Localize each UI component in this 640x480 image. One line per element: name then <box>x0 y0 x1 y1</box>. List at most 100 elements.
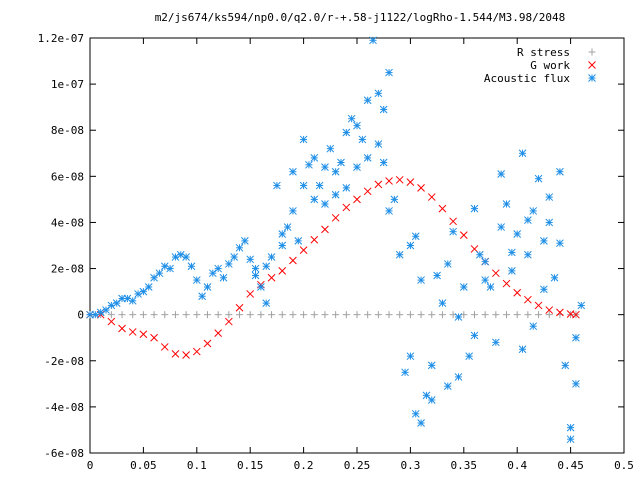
data-point <box>417 276 425 284</box>
series-r-stress <box>86 311 580 319</box>
data-point <box>342 184 351 192</box>
marker-stroke-d2 <box>524 216 532 224</box>
data-point <box>305 160 313 169</box>
data-point <box>278 311 286 319</box>
data-point <box>556 167 564 176</box>
marker-stroke-d2 <box>166 264 174 273</box>
data-point <box>508 267 516 275</box>
y-tick-label: 1e-07 <box>51 78 84 91</box>
x-tick-label: 0 <box>87 459 94 472</box>
marker-stroke-d2 <box>155 269 164 278</box>
data-point <box>299 181 308 190</box>
x-tick-label: 0.4 <box>507 459 527 472</box>
marker-stroke-d2 <box>550 273 559 282</box>
marker-stroke-d2 <box>144 283 153 291</box>
marker-stroke-d2 <box>470 331 479 340</box>
data-point <box>374 89 383 98</box>
y-tick-label: 2e-08 <box>51 263 84 276</box>
data-point <box>150 273 158 282</box>
data-point <box>289 256 297 265</box>
marker-stroke-d2 <box>299 135 308 144</box>
data-point <box>449 217 457 226</box>
data-point <box>545 306 554 314</box>
data-point <box>107 311 115 319</box>
data-point <box>187 262 196 271</box>
data-point <box>550 273 559 282</box>
data-point <box>433 271 441 280</box>
marker-stroke-d2 <box>246 290 255 298</box>
data-point <box>283 223 292 231</box>
data-point <box>208 269 217 278</box>
data-point <box>241 237 249 245</box>
x-tick-label: 0.25 <box>344 459 371 472</box>
axes: 0 0.05 0.1 0.15 0.2 0.25 0.3 0.35 0.4 0.45 0.5 -6e-… <box>38 32 634 472</box>
data-point <box>577 301 586 310</box>
data-point <box>438 299 447 307</box>
data-point <box>385 68 393 77</box>
data-point <box>289 207 297 215</box>
marker-stroke-d2 <box>326 144 335 153</box>
data-point <box>310 311 318 319</box>
data-point <box>556 308 564 317</box>
x-tick-label: 0.5 <box>614 459 634 472</box>
marker-stroke-d2 <box>449 227 457 236</box>
y-tick-label: 1.2e-07 <box>38 32 84 45</box>
data-point <box>401 368 409 377</box>
data-point <box>299 246 308 254</box>
marker-stroke-d2 <box>491 269 500 278</box>
marker-stroke-d2 <box>192 276 201 284</box>
data-point <box>390 195 399 204</box>
y-tick-label: 0 <box>77 309 84 322</box>
marker-stroke-d2 <box>331 190 340 199</box>
data-point <box>459 231 468 239</box>
marker-stroke-d2 <box>385 177 393 185</box>
data-point <box>299 135 308 144</box>
marker-stroke-d2 <box>278 230 287 238</box>
data-point <box>385 177 393 185</box>
data-point <box>235 303 244 312</box>
marker-stroke-d2 <box>176 250 185 259</box>
data-point <box>406 241 415 250</box>
marker-stroke-d2 <box>411 409 420 418</box>
marker-stroke-d2 <box>433 271 441 280</box>
marker-stroke-d2 <box>374 140 383 148</box>
x-tick-label: 0.35 <box>451 459 478 472</box>
data-point <box>369 36 377 45</box>
marker-stroke-d2 <box>556 239 564 248</box>
marker-stroke-d2 <box>486 283 495 291</box>
data-point <box>545 218 554 227</box>
data-point <box>406 311 414 319</box>
data-point <box>459 283 468 291</box>
data-point <box>524 311 532 319</box>
marker-stroke-d2 <box>529 207 538 215</box>
data-point <box>332 311 340 319</box>
data-point <box>310 154 319 162</box>
chart-title: m2/js674/ks594/np0.0/q2.0/r-+.58-j1122/l… <box>155 11 566 24</box>
data-point <box>454 313 463 321</box>
legend-label: G work <box>530 59 570 72</box>
data-point <box>294 237 303 245</box>
marker-stroke-d2 <box>289 167 297 176</box>
data-point <box>470 311 478 319</box>
marker-stroke-d2 <box>481 276 490 284</box>
marker-stroke-d2 <box>235 243 244 252</box>
data-point <box>353 311 361 319</box>
data-point <box>513 288 522 297</box>
data-point <box>139 330 148 339</box>
marker-stroke-d2 <box>443 382 452 390</box>
data-point <box>198 292 206 301</box>
marker-stroke-d2 <box>118 324 126 333</box>
data-point <box>219 273 228 282</box>
data-point <box>363 96 372 105</box>
data-point <box>508 248 516 257</box>
data-point <box>422 391 431 400</box>
data-point <box>246 311 254 319</box>
data-point <box>161 311 169 319</box>
data-point <box>363 187 372 196</box>
data-point <box>374 180 383 189</box>
marker-stroke-d2 <box>534 301 543 310</box>
data-point <box>262 299 271 307</box>
data-point <box>358 135 367 144</box>
marker-stroke-d2 <box>123 294 132 303</box>
marker-stroke-d2 <box>321 200 329 208</box>
